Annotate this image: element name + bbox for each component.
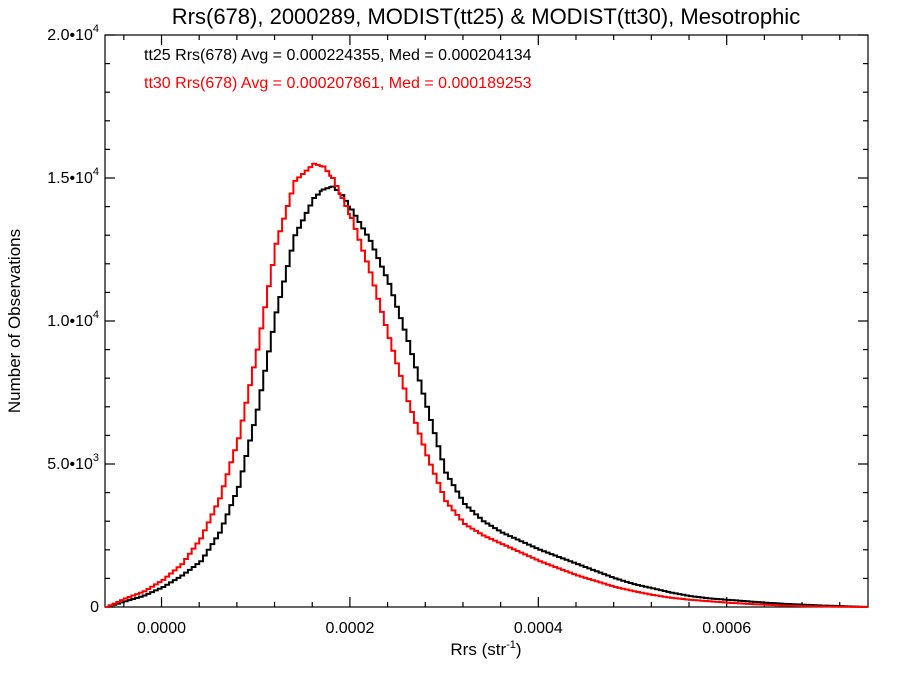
- x-tick-label-2: 0.0004: [514, 620, 563, 637]
- x-tick-label-3: 0.0006: [702, 620, 751, 637]
- y-axis-label: Number of Observations: [5, 229, 24, 413]
- x-tick-label-1: 0.0002: [325, 620, 374, 637]
- chart-title: Rrs(678), 2000289, MODIST(tt25) & MODIST…: [172, 4, 800, 29]
- y-tick-label-0: 0: [90, 599, 99, 616]
- y-tick-label-1: 5.0•103: [47, 452, 99, 473]
- x-tick-label-0: 0.0000: [137, 620, 186, 637]
- legend-entry-0: tt25 Rrs(678) Avg = 0.000224355, Med = 0…: [144, 47, 532, 64]
- y-axis: 0 5.0•103 1.0•104 1.5•104 2.0•104: [47, 23, 868, 616]
- series-line-0: [105, 185, 868, 608]
- legend-entry-1: tt30 Rrs(678) Avg = 0.000207861, Med = 0…: [144, 75, 532, 92]
- y-tick-label-4: 2.0•104: [47, 23, 99, 44]
- series-layer: [105, 162, 868, 608]
- x-axis-label: Rrs (str-1): [450, 639, 521, 659]
- legend: tt25 Rrs(678) Avg = 0.000224355, Med = 0…: [144, 47, 532, 92]
- x-axis: 0.0000 0.0002 0.0004 0.0006: [123, 35, 841, 637]
- y-tick-label-3: 1.5•104: [47, 166, 99, 187]
- y-tick-label-2: 1.0•104: [47, 309, 99, 330]
- series-line-1: [105, 162, 868, 608]
